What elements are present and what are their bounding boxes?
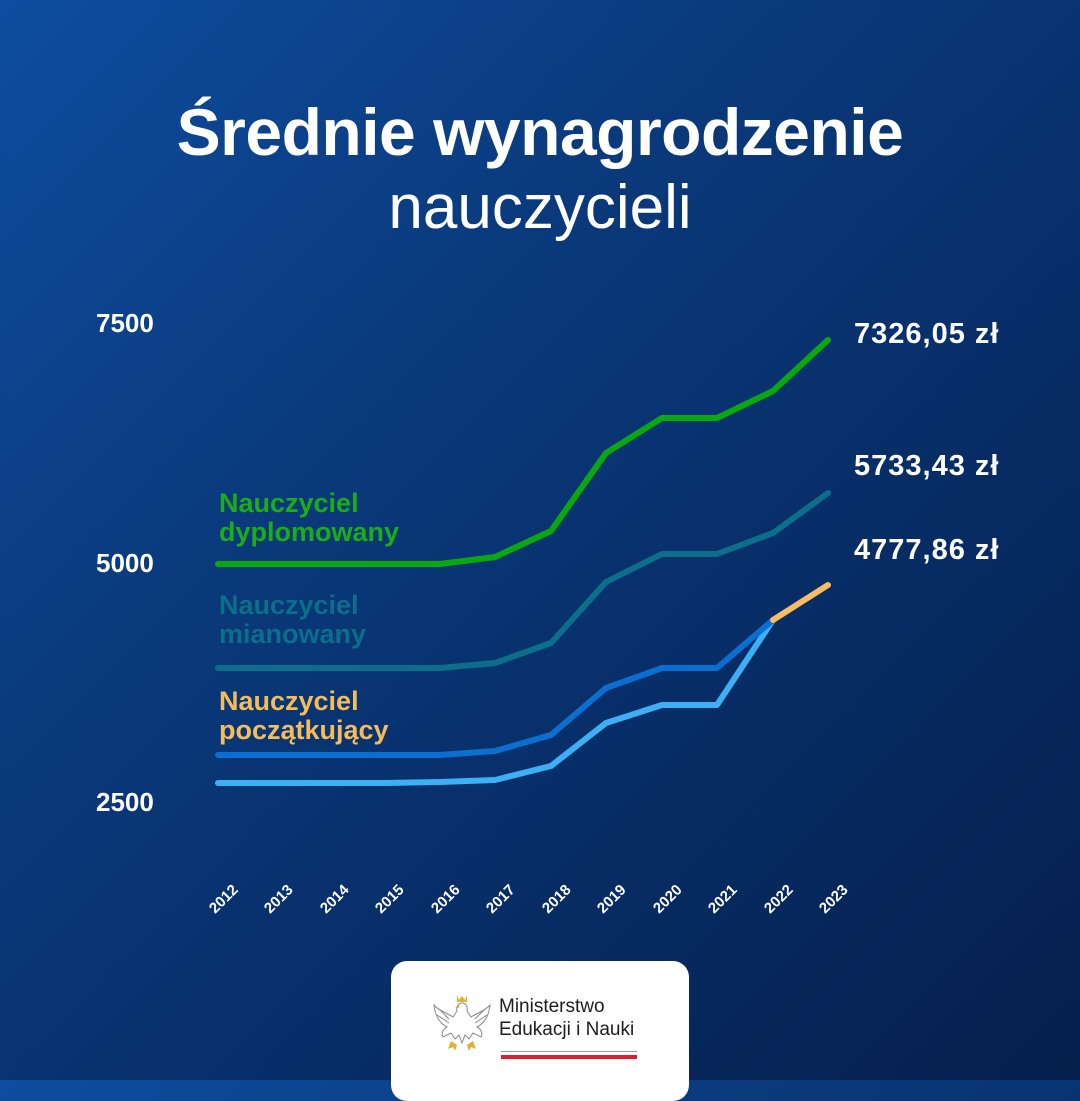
series-label-line: początkujący xyxy=(219,715,389,745)
title-block: Średnie wynagrodzenie nauczycieli xyxy=(0,92,1080,244)
end-label-poczatkujacy: 4777,86 zł xyxy=(854,534,1000,566)
ministry-logo-card: Ministerstwo Edukacji i Nauki xyxy=(391,961,689,1101)
series-label-line: Nauczyciel xyxy=(219,488,359,518)
ministry-name-line1: Ministerstwo xyxy=(499,996,605,1017)
end-label-mianowany: 5733,43 zł xyxy=(854,450,1000,482)
y-tick-5000: 5000 xyxy=(96,548,154,578)
page-title: Średnie wynagrodzenie xyxy=(176,95,904,169)
y-tick-2500: 2500 xyxy=(96,787,154,817)
series-label-poczatkujacy: Nauczyciel początkujący xyxy=(219,687,389,745)
series-label-mianowany: Nauczyciel mianowany xyxy=(219,591,366,649)
series-line-stazysta xyxy=(215,617,776,786)
logo-divider-red xyxy=(501,1055,637,1059)
series-line-dyplomowany xyxy=(215,337,831,567)
series-label-line: mianowany xyxy=(219,619,367,649)
series-label-dyplomowany: Nauczyciel dyplomowany xyxy=(219,489,399,547)
ministry-name: Ministerstwo Edukacji i Nauki xyxy=(499,995,634,1041)
series-line-kontraktowy xyxy=(215,617,776,758)
polish-eagle-icon xyxy=(433,995,491,1051)
series-line-mianowany xyxy=(215,490,831,671)
end-label-dyplomowany: 7326,05 zł xyxy=(854,318,1000,350)
y-tick-7500: 7500 xyxy=(96,308,154,338)
page-subtitle: nauczycieli xyxy=(388,173,692,242)
ministry-name-line2: Edukacji i Nauki xyxy=(499,1019,635,1040)
logo-divider-white xyxy=(501,1051,637,1052)
series-label-line: Nauczyciel xyxy=(219,686,359,716)
series-label-line: dyplomowany xyxy=(219,517,400,547)
series-line-poczatkujacy xyxy=(770,582,831,623)
series-label-line: Nauczyciel xyxy=(219,590,359,620)
